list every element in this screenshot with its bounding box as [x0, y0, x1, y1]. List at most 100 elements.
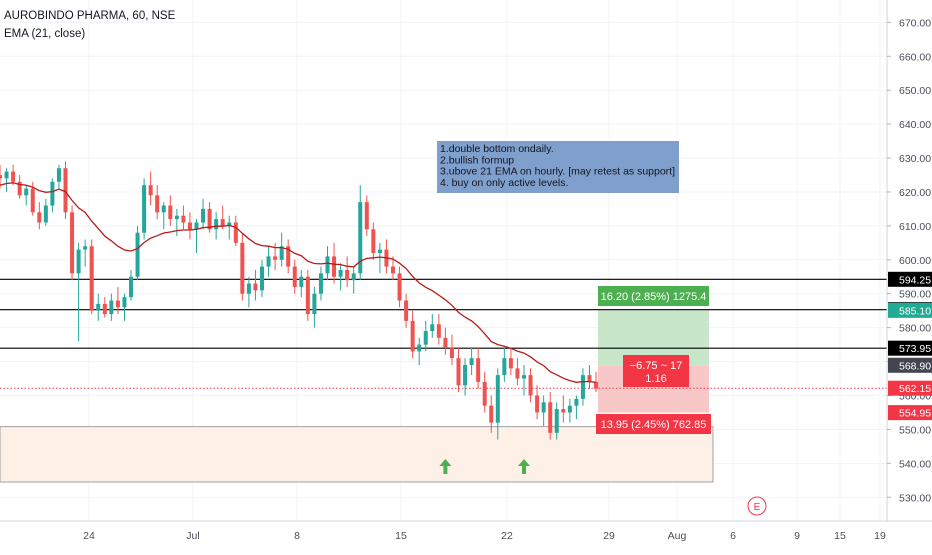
- price-scale-badge-label: 573.95: [899, 343, 931, 355]
- candle-body: [148, 185, 153, 196]
- candle-body: [246, 283, 251, 294]
- price-scale-badge: [888, 271, 932, 287]
- candle-body: [279, 246, 284, 260]
- candle-body: [43, 205, 48, 223]
- candle-body: [456, 358, 461, 386]
- candle-body: [430, 324, 435, 332]
- price-scale-badge-label: 594.25: [899, 274, 931, 286]
- candle-body: [358, 202, 363, 274]
- candle-body: [76, 249, 81, 274]
- price-axis[interactable]: 530.00540.00550.00560.00570.00580.00590.…: [886, 0, 932, 550]
- up-arrow-icon: [439, 459, 452, 474]
- target-label: 16.20 (2.85%) 1275.4: [601, 291, 707, 303]
- candles: [0, 161, 599, 440]
- time-tick-label: 29: [603, 530, 615, 542]
- price-tick-label: 530.00: [899, 492, 931, 504]
- candle-body: [312, 293, 317, 315]
- price-tick-label: 630.00: [899, 153, 931, 165]
- candle-body: [135, 232, 140, 277]
- candle-body: [96, 303, 101, 311]
- candle-body: [404, 300, 409, 321]
- candle-body: [233, 222, 238, 243]
- overlays: 1.double bottom ondaily.2.bullish formup…: [437, 141, 767, 516]
- up-arrow-icon: [518, 459, 530, 474]
- candle-body: [377, 249, 382, 254]
- pnl-label-line1: −6.75 ~ 17: [630, 360, 683, 372]
- candle-body: [371, 229, 376, 254]
- candle-body: [56, 168, 61, 182]
- candle-body: [181, 215, 186, 223]
- price-tick-label: 600.00: [899, 255, 931, 267]
- candle-body: [338, 269, 343, 277]
- time-tick-label: 9: [794, 530, 800, 542]
- price-scale-badge: [888, 302, 932, 318]
- candle-body: [168, 205, 173, 220]
- candle-body: [423, 331, 428, 345]
- candle-body: [541, 402, 546, 413]
- price-tick-label: 640.00: [899, 119, 931, 131]
- candle-body: [37, 212, 42, 223]
- candle-body: [109, 300, 114, 315]
- candle-body: [155, 195, 160, 213]
- stop-label-box: [596, 414, 711, 434]
- candle-body: [83, 246, 88, 250]
- candle-body: [89, 246, 94, 311]
- ema-line: [0, 182, 597, 383]
- time-tick-label: Aug: [668, 530, 687, 542]
- price-scale-badge-label: 554.95: [899, 408, 931, 420]
- candle-body: [522, 375, 526, 379]
- candle-body: [4, 171, 9, 179]
- price-tick-label: 650.00: [899, 85, 931, 97]
- candle-body: [554, 409, 559, 433]
- candle-body: [0, 175, 2, 179]
- price-scale-badge: [888, 357, 932, 373]
- candle-body: [443, 337, 448, 348]
- candle-body: [17, 181, 22, 196]
- horizontal-levels: [0, 278, 887, 389]
- candle-body: [260, 266, 264, 291]
- candle-body: [417, 344, 422, 352]
- candle-body: [273, 256, 278, 260]
- note-line: 4. buy on only active levels.: [440, 177, 568, 189]
- candle-body: [122, 297, 127, 308]
- time-tick-label: Jul: [186, 530, 199, 542]
- candle-body: [11, 171, 16, 182]
- time-tick-label: 8: [294, 530, 300, 542]
- ema-21-line: [0, 182, 597, 383]
- price-scale-badge: [888, 340, 932, 356]
- price-scale-badge-label: 562.15: [899, 383, 931, 395]
- candle-body: [561, 409, 566, 413]
- candle-body: [587, 375, 592, 382]
- candle-body: [574, 398, 579, 406]
- candle-body: [436, 324, 441, 338]
- time-axis[interactable]: 24 Jul 8 15 22 29 Aug 6 9 15 19: [0, 520, 932, 550]
- candle-body: [286, 246, 291, 267]
- candle-body: [305, 276, 310, 315]
- candle-body: [207, 208, 212, 230]
- note-box: [437, 141, 679, 193]
- candle-body: [567, 405, 572, 413]
- time-axis-bg: [0, 521, 932, 550]
- candle-body: [63, 168, 68, 213]
- candle-body: [594, 381, 599, 389]
- candle-body: [495, 375, 500, 423]
- note-line: 1.double bottom ondaily.: [440, 143, 554, 155]
- candle-body: [364, 202, 369, 230]
- candle-body: [227, 222, 232, 226]
- demand-zone: [0, 426, 714, 483]
- price-scale-badge: [888, 380, 932, 396]
- price-tick-label: 550.00: [899, 424, 931, 436]
- candle-body: [220, 219, 225, 226]
- price-scale-badge: [888, 405, 932, 421]
- time-tick-label: 24: [83, 530, 95, 542]
- price-scale-badge-label: 585.10: [899, 305, 931, 317]
- candle-body: [515, 368, 520, 379]
- candle-body: [129, 276, 133, 298]
- candle-body: [548, 402, 553, 433]
- price-tick-label: 660.00: [899, 51, 931, 63]
- time-tick-label: 22: [501, 530, 513, 542]
- price-tick-label: 670.00: [899, 17, 931, 29]
- price-tick-label: 620.00: [899, 187, 931, 199]
